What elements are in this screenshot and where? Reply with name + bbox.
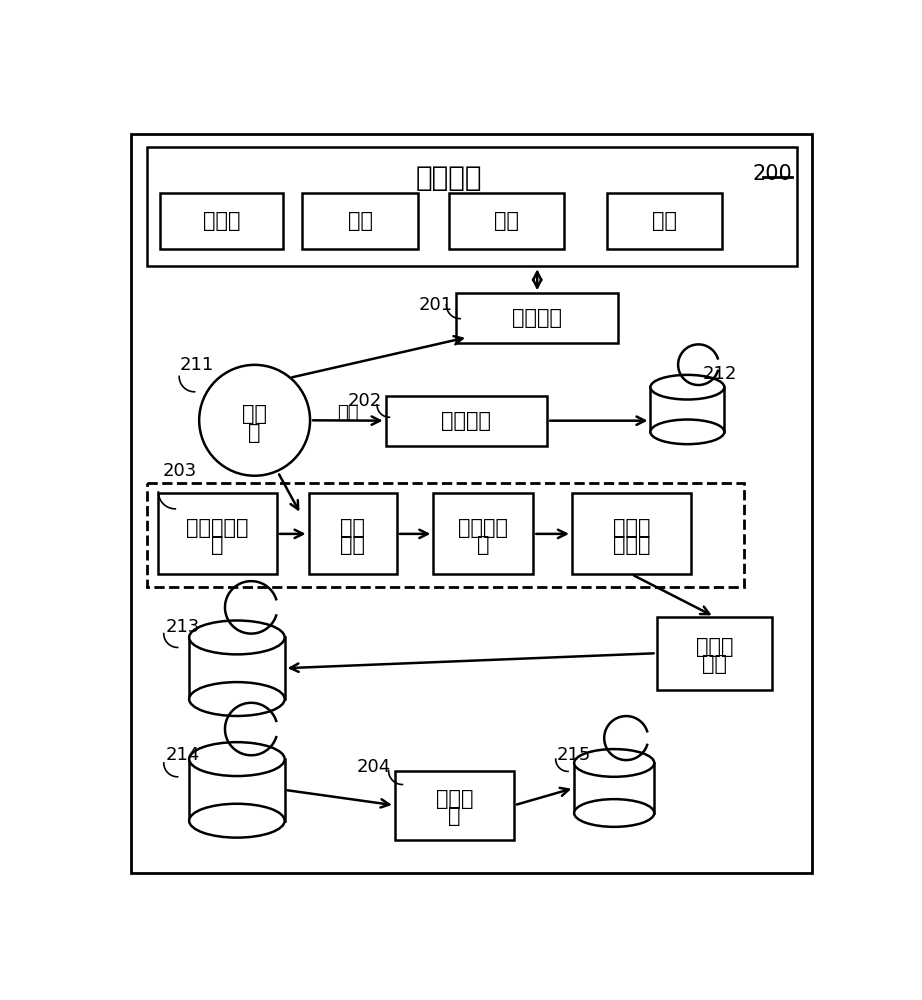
- Text: 饼了么: 饼了么: [203, 211, 241, 231]
- Text: 数据消费: 数据消费: [442, 411, 491, 431]
- Bar: [158, 493, 277, 574]
- Text: 211: 211: [179, 356, 213, 374]
- Text: 构化: 构化: [702, 654, 727, 674]
- Bar: [395, 771, 514, 840]
- Text: 理: 理: [248, 423, 261, 443]
- Bar: [160, 193, 283, 249]
- Text: 215: 215: [557, 746, 591, 764]
- Circle shape: [199, 365, 310, 476]
- Text: 饼百: 饼百: [652, 211, 677, 231]
- Bar: [433, 493, 533, 574]
- Text: 202: 202: [348, 392, 382, 410]
- Text: 212: 212: [703, 365, 737, 383]
- Text: 203: 203: [162, 462, 196, 480]
- Text: 查: 查: [477, 535, 490, 555]
- Bar: [189, 637, 285, 699]
- Bar: [650, 387, 725, 432]
- Bar: [607, 193, 722, 249]
- Text: 符: 符: [211, 535, 223, 555]
- Ellipse shape: [189, 620, 285, 654]
- Bar: [574, 763, 655, 813]
- Text: 开放平台: 开放平台: [416, 164, 482, 192]
- Bar: [147, 483, 743, 587]
- Text: 一致性检: 一致性检: [458, 518, 508, 538]
- Ellipse shape: [574, 749, 655, 777]
- Ellipse shape: [650, 375, 725, 400]
- Bar: [189, 759, 285, 821]
- Bar: [309, 493, 397, 574]
- Text: 配: 配: [448, 806, 461, 826]
- Text: 关系匹: 关系匹: [436, 789, 473, 809]
- Text: 数据: 数据: [340, 518, 365, 538]
- Text: 213: 213: [166, 618, 200, 636]
- Text: 美团: 美团: [348, 211, 372, 231]
- Ellipse shape: [189, 804, 285, 838]
- Ellipse shape: [189, 682, 285, 716]
- Bar: [456, 293, 618, 343]
- Text: 201: 201: [419, 296, 453, 314]
- Text: 流处: 流处: [242, 404, 267, 424]
- Ellipse shape: [574, 799, 655, 827]
- Text: 监听: 监听: [337, 404, 359, 422]
- Bar: [656, 617, 772, 690]
- Text: 数据结: 数据结: [695, 637, 733, 657]
- Bar: [449, 193, 564, 249]
- Text: 京东: 京东: [494, 211, 519, 231]
- Text: 204: 204: [357, 758, 391, 776]
- Bar: [572, 493, 692, 574]
- Text: 去重: 去重: [340, 535, 365, 555]
- Bar: [147, 147, 797, 266]
- Text: 据清理: 据清理: [613, 535, 650, 555]
- Text: 数据拉取: 数据拉取: [513, 308, 562, 328]
- Text: 200: 200: [752, 164, 792, 184]
- Text: 去除特殊字: 去除特殊字: [186, 518, 249, 538]
- Bar: [385, 396, 548, 446]
- Ellipse shape: [189, 742, 285, 776]
- Ellipse shape: [650, 420, 725, 444]
- Text: 214: 214: [166, 746, 200, 764]
- Bar: [302, 193, 418, 249]
- Text: 无效数: 无效数: [613, 518, 650, 538]
